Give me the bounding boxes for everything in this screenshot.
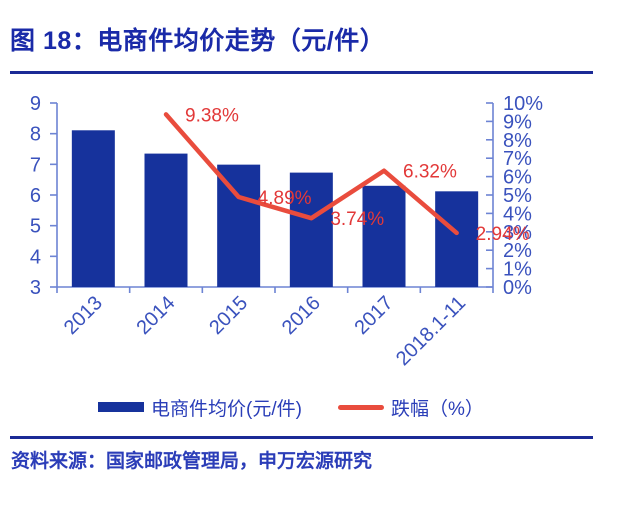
- title-divider: [10, 71, 593, 74]
- right-axis-tick-label: 8%: [503, 130, 532, 152]
- right-axis-tick-label: 0%: [503, 277, 532, 299]
- legend-label-avg-price: 电商件均价(元/件): [151, 398, 302, 420]
- right-axis-tick-label: 10%: [503, 93, 543, 115]
- bar-2017: [362, 185, 406, 287]
- left-axis-tick-label: 8: [30, 124, 41, 146]
- bar-2015: [217, 164, 261, 287]
- x-category-label: 2015: [205, 292, 252, 339]
- right-axis-tick-label: 6%: [503, 167, 532, 189]
- chart-legend: 电商件均价(元/件) 跌幅（%）: [98, 394, 484, 421]
- legend-label-drop-rate: 跌幅（%）: [390, 398, 484, 420]
- x-category-label: 2016: [278, 292, 325, 339]
- line-point-label-2015: 4.89%: [258, 188, 312, 209]
- left-axis-tick-label: 7: [30, 154, 41, 176]
- x-category-label: 2018.1-11: [392, 292, 470, 370]
- bar-2013: [71, 130, 115, 287]
- bar-2014: [144, 153, 188, 287]
- left-axis-tick-label: 9: [30, 93, 41, 115]
- bar-2016: [289, 172, 333, 287]
- left-axis-tick-label: 5: [30, 216, 41, 238]
- source-divider: [10, 436, 593, 439]
- left-axis-tick-label: 6: [30, 185, 41, 207]
- line-point-label-2014: 9.38%: [185, 105, 239, 126]
- legend-item-drop-rate: 跌幅（%）: [337, 394, 484, 421]
- right-axis-tick-label: 5%: [503, 185, 532, 207]
- bar-2018.1-11: [435, 191, 479, 287]
- line-point-label-2016: 3.74%: [330, 209, 384, 230]
- right-axis-tick-label: 9%: [503, 111, 532, 133]
- line-point-label-2018.1-11: 2.94%: [476, 224, 530, 245]
- right-axis-tick-label: 7%: [503, 148, 532, 170]
- figure-title: 图 18：电商件均价走势（元/件）: [10, 27, 386, 55]
- x-category-label: 2017: [351, 292, 398, 339]
- left-axis-tick-label: 4: [30, 246, 41, 268]
- right-axis-tick-label: 1%: [503, 259, 532, 281]
- right-axis-tick-label: 4%: [503, 203, 532, 225]
- line-point-label-2017: 6.32%: [403, 162, 457, 183]
- x-category-label: 2014: [133, 292, 180, 339]
- legend-item-avg-price: 电商件均价(元/件): [98, 394, 302, 421]
- x-category-label: 2013: [60, 292, 107, 339]
- right-axis-tick-label: 2%: [503, 240, 532, 262]
- line-series-swatch: [337, 404, 384, 410]
- source-text: 资料来源：国家邮政管理局，申万宏源研究: [11, 451, 373, 472]
- bar-series-swatch: [98, 402, 144, 412]
- right-axis-tick-label: 3%: [503, 222, 532, 244]
- left-axis-tick-label: 3: [30, 277, 41, 299]
- drop-rate-line: [163, 112, 459, 236]
